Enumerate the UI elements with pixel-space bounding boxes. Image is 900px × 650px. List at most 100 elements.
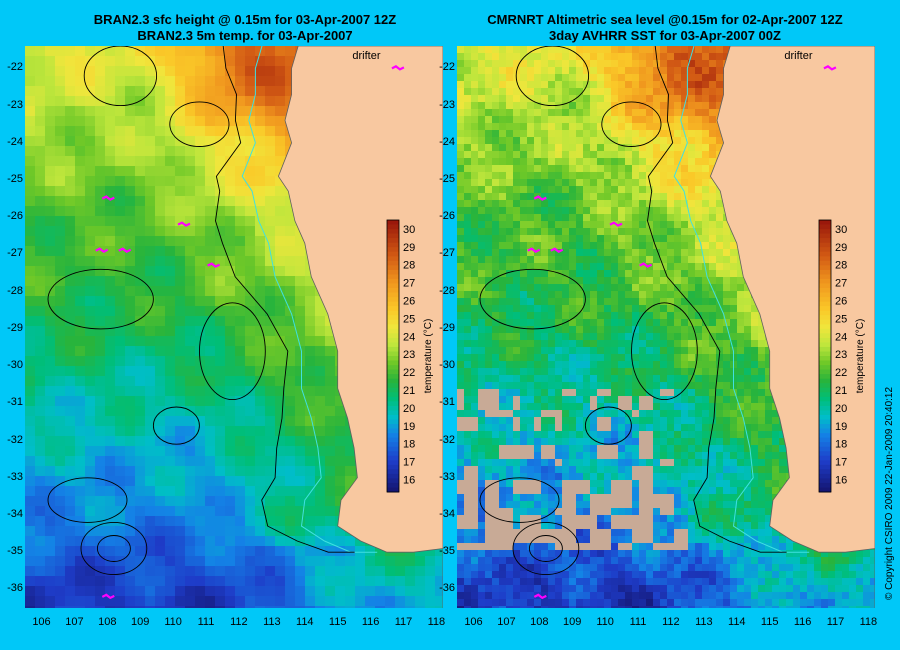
sst-cell [255,196,266,207]
sst-cell [492,319,500,327]
sst-cell [205,186,216,197]
sst-cell [562,242,570,250]
sst-cell [534,102,542,110]
sst-cell [576,326,584,334]
sst-cell [255,156,266,167]
sst-cell [135,236,146,247]
sst-cell [681,172,689,180]
sst-cell [155,506,166,517]
sst-cell [625,123,633,131]
sst-cell [499,165,507,173]
sst-cell [65,216,76,227]
sst-cell [660,81,668,89]
sst-cell [548,242,556,250]
sst-cell [165,496,176,507]
sst-cell [215,156,226,167]
sst-cell [55,536,66,547]
colorbar-swatch [387,383,399,389]
sst-cell [702,158,710,166]
sst-cell [215,356,226,367]
sst-cell [646,214,654,222]
sea-level-contour [215,46,355,553]
sst-cell [590,123,598,131]
sst-cell [485,46,493,54]
sst-cell [506,298,514,306]
sst-cell [105,476,116,487]
sst-cell [165,286,176,297]
sst-cell [478,172,486,180]
sst-cell [295,236,306,247]
sst-cell [590,312,598,320]
sst-cell [275,546,286,557]
sst-cell [520,123,528,131]
sst-cell [185,506,196,517]
sst-cell [464,60,472,68]
sst-cell [195,236,206,247]
sst-cell [305,376,316,387]
sst-cell [485,284,493,292]
sst-cell [513,291,521,299]
sst-cell [275,246,286,257]
sst-cell [95,406,106,417]
sst-cell [471,88,479,96]
sst-cell [65,456,76,467]
sst-cell [45,86,56,97]
sst-cell [702,81,710,89]
sst-cell [583,200,591,208]
sst-cell [646,333,654,341]
sst-cell [520,137,528,145]
sea-level-contour [80,521,148,576]
sst-cell [709,305,717,313]
sst-cell [653,172,661,180]
sst-cell [195,226,206,237]
sst-cell [325,416,336,427]
sst-cell [75,566,86,577]
sst-cell [75,136,86,147]
sst-cell [702,60,710,68]
sst-cell [674,179,682,187]
sst-cell [464,221,472,229]
sst-cell [275,446,286,457]
colorbar-swatch [387,260,399,266]
sst-cell [165,606,176,608]
sst-cell [618,179,626,187]
sst-cell [135,566,146,577]
sst-cell [555,242,563,250]
sst-cell [155,186,166,197]
sst-cell [25,536,36,547]
sst-cell [265,206,276,217]
sst-cell [215,516,226,527]
sst-cell [135,266,146,277]
sst-cell [695,158,703,166]
sst-cell [155,196,166,207]
sst-cell [45,506,56,517]
sst-cell [305,606,316,608]
sst-cell [513,81,521,89]
sst-cell [492,158,500,166]
sst-cell [135,596,146,607]
sst-cell [275,46,286,57]
sst-cell [555,74,563,82]
sst-cell [275,266,286,277]
sst-cell [275,116,286,127]
sst-cell [674,242,682,250]
sst-cell [555,116,563,124]
sst-cell [35,466,46,477]
colorbar-swatch [387,410,399,416]
sst-cell [75,406,86,417]
sst-cell [485,116,493,124]
sst-cell [85,246,96,257]
sst-cell [758,326,766,334]
sst-cell [576,312,584,320]
sst-cell [618,53,626,61]
sst-cell [45,526,56,537]
sst-cell [315,396,326,407]
sst-cell [85,396,96,407]
sst-cell [534,123,542,131]
sst-cell [702,305,710,313]
sst-cell [85,566,96,577]
sst-cell [255,96,266,107]
sst-cell [155,516,166,527]
sst-cell [695,333,703,341]
sst-cell [235,506,246,517]
